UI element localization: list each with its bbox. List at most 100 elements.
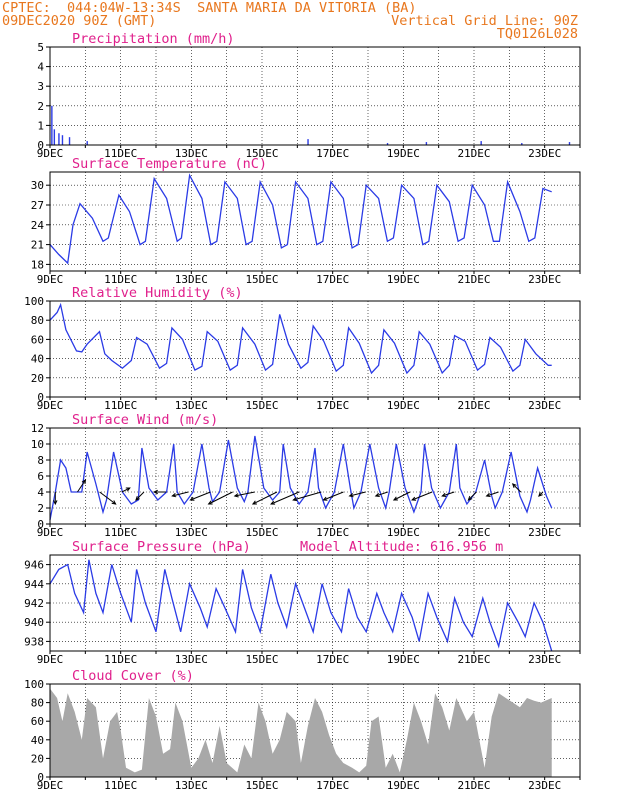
x-tick-label: 21DEC [457,273,490,286]
x-tick-label: 15DEC [245,273,278,286]
x-tick-label: 13DEC [175,526,208,539]
y-tick-label: 938 [24,635,44,648]
wind-arrow-head [467,496,473,501]
x-tick-label: 13DEC [175,147,208,160]
x-tick-label: 13DEC [175,653,208,666]
x-tick-label: 19DEC [387,526,420,539]
wind-arrow [486,491,499,497]
x-tick-label: 15DEC [245,399,278,412]
x-tick-label: 21DEC [457,399,490,412]
panel-title: Surface Wind (m/s) [72,412,218,428]
x-tick-label: 19DEC [387,779,420,792]
header-station: CPTEC: 044:04W-13:34S SANTA MARIA DA VIT… [2,0,417,16]
wind-arrow-head [111,500,117,505]
x-tick-label: 15DEC [245,147,278,160]
x-tick-label: 17DEC [316,273,349,286]
x-tick-label: 11DEC [104,147,137,160]
x-tick-label: 23DEC [528,273,561,286]
precip-bar [53,129,56,145]
y-tick-label: 1 [37,119,44,132]
y-tick-label: 80 [31,314,44,327]
wind-arrow-head [251,500,257,505]
y-tick-label: 24 [31,219,45,232]
y-tick-label: 0 [37,391,44,404]
y-tick-label: 5 [37,41,44,54]
wind-arrow-head [538,492,543,497]
wind-arrow-head [322,496,328,501]
wind-arrow-head [441,492,447,498]
x-tick-label: 23DEC [528,779,561,792]
y-tick-label: 942 [24,597,44,610]
wind-arrow-head [152,489,158,495]
y-tick-label: 940 [24,616,44,629]
wind-arrow-head [511,483,517,488]
y-tick-label: 6 [37,470,44,483]
wind-arrow [270,491,300,505]
y-tick-label: 30 [31,179,44,192]
wind-arrow-head [348,493,354,498]
x-tick-label: 23DEC [528,653,561,666]
x-tick-label: 15DEC [245,779,278,792]
wind-arrow [512,483,522,493]
precip-bar [86,141,88,145]
x-tick-label: 21DEC [457,779,490,792]
wind-arrow [190,491,211,501]
panel-title: Precipitation (mm/h) [72,31,235,47]
panel-frame [49,300,581,398]
wind-arrow [234,491,255,497]
y-tick-label: 944 [24,578,44,591]
x-tick-label: 9DEC [37,526,64,539]
y-tick-label: 27 [31,199,44,212]
x-tick-label: 15DEC [245,526,278,539]
y-tick-label: 40 [31,353,44,366]
x-tick-label: 19DEC [387,653,420,666]
wind-arrow-head [374,492,380,498]
y-tick-label: 946 [24,559,44,572]
x-tick-label: 19DEC [387,399,420,412]
x-tick-label: 17DEC [316,779,349,792]
x-tick-label: 13DEC [175,399,208,412]
y-tick-label: 40 [31,734,44,747]
precip-bar [568,142,571,145]
wind-arrow [99,491,116,505]
precip-bar [68,137,71,145]
x-tick-label: 23DEC [528,147,561,160]
y-tick-label: 100 [24,295,44,308]
series-line [49,173,552,265]
panel-3: 0 20 40 60 80 100 9DEC 11DEC 13DEC 15DEC 17DEC 19DE… [24,285,581,412]
panel-title: Surface Pressure (hPa) [72,539,251,555]
x-tick-label: 17DEC [316,147,349,160]
panel-2: 18 21 24 27 30 9DEC 11DEC 13DEC 15DEC 17DEC 19DEC 2… [31,156,581,286]
y-tick-label: 10 [31,438,44,451]
wind-arrow [468,491,477,501]
x-tick-label: 23DEC [528,526,561,539]
wind-arrow-head [171,493,177,498]
wind-arrow [393,491,411,501]
y-tick-label: 2 [37,502,44,515]
wind-arrow-head [485,492,491,498]
wind-arrow [375,491,388,497]
y-tick-label: 2 [37,100,44,113]
wind-arrow-head [81,479,87,485]
panel-4: 0 2 4 6 8 10 12 9DEC 11DEC 13DEC 15DEC 17DEC 19DEC 21… [31,412,581,539]
wind-arrow-head [392,496,398,501]
x-tick-label: 13DEC [175,779,208,792]
wind-arrow [252,491,278,505]
precip-bar [51,105,53,145]
y-tick-label: 0 [37,139,44,152]
header-run-date: 09DEC2020 90Z (GMT) [2,13,156,29]
x-tick-label: 17DEC [316,653,349,666]
panel-frame [49,46,581,146]
y-tick-label: 0 [37,771,44,784]
y-tick-label: 12 [31,422,44,435]
y-tick-label: 21 [31,239,44,252]
y-tick-label: 0 [37,518,44,531]
wind-arrow [323,491,344,501]
wind-arrow-head [189,496,195,501]
precip-bar [58,133,60,145]
wind-arrow [293,491,322,501]
panel-5: 938 940 942 944 946 9DEC 11DEC 13DEC 15DEC 17DEC 1… [24,539,581,666]
x-tick-label: 21DEC [457,526,490,539]
